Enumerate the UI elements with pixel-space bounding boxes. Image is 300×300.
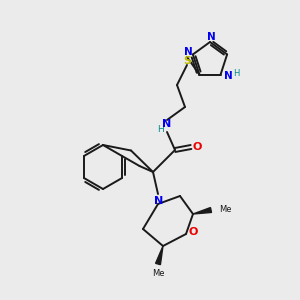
- Text: O: O: [192, 142, 202, 152]
- Text: N: N: [224, 70, 233, 81]
- Text: N: N: [207, 32, 215, 42]
- Text: Me: Me: [152, 268, 164, 278]
- Polygon shape: [156, 246, 163, 265]
- Text: Me: Me: [219, 205, 232, 214]
- Text: N: N: [184, 47, 192, 57]
- Text: O: O: [188, 227, 198, 237]
- Text: H: H: [233, 69, 240, 78]
- Text: N: N: [154, 196, 164, 206]
- Text: H: H: [157, 124, 164, 134]
- Text: N: N: [162, 119, 172, 129]
- Text: S: S: [183, 56, 191, 66]
- Polygon shape: [193, 208, 212, 214]
